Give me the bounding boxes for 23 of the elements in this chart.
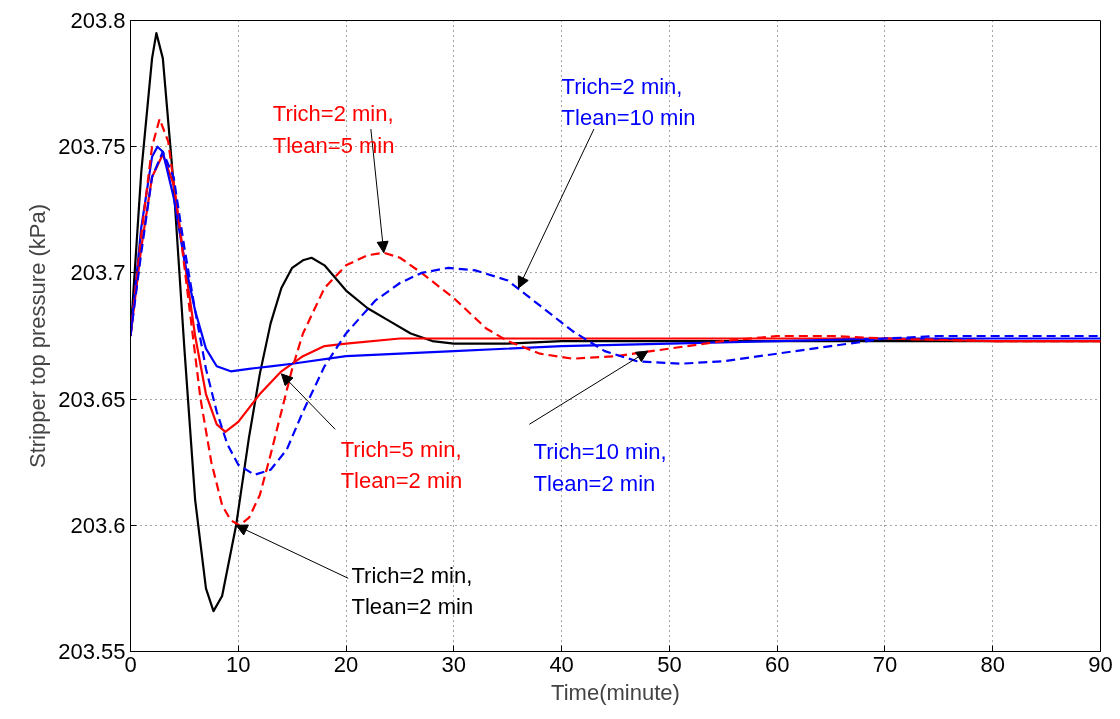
x-tick-label: 0	[124, 651, 137, 677]
x-tick-label: 90	[1088, 651, 1113, 677]
x-tick-label: 40	[549, 651, 574, 677]
y-tick-label: 203.6	[70, 512, 126, 538]
x-tick-label: 70	[872, 651, 898, 677]
x-axis-title: Time(minute)	[551, 679, 680, 705]
x-tick-label: 20	[333, 651, 359, 677]
x-tick-label: 10	[226, 651, 251, 677]
annotation: Trich=2 min, Tlean=10 min	[561, 73, 696, 130]
y-tick-label: 203.7	[70, 260, 126, 286]
x-tick-label: 30	[441, 651, 467, 677]
x-tick-label: 80	[980, 651, 1005, 677]
y-tick-label: 203.8	[70, 8, 126, 33]
x-tick-label: 60	[764, 651, 790, 677]
y-tick-label: 203.55	[58, 639, 126, 664]
annotation: Trich=2 min, Tlean=2 min	[351, 563, 474, 620]
x-tick-label: 50	[657, 651, 682, 677]
y-tick-label: 203.75	[58, 134, 126, 160]
annotation: Trich=10 min, Tlean=2 min	[533, 439, 667, 496]
annotation: Trich=5 min, Tlean=2 min	[340, 436, 463, 494]
y-tick-label: 203.65	[58, 386, 126, 412]
y-axis-title: Stripper top pressure (kPa)	[25, 203, 51, 469]
annotation: Trich=2 min, Tlean=5 min	[272, 101, 395, 158]
